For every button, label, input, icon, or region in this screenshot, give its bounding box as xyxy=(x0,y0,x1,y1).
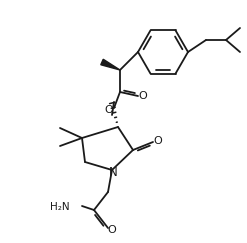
Text: N: N xyxy=(109,165,117,179)
Polygon shape xyxy=(101,59,120,70)
Text: H₂N: H₂N xyxy=(50,202,70,212)
Text: O: O xyxy=(139,91,147,101)
Text: O: O xyxy=(105,105,113,115)
Text: O: O xyxy=(108,225,116,235)
Text: O: O xyxy=(154,136,162,146)
